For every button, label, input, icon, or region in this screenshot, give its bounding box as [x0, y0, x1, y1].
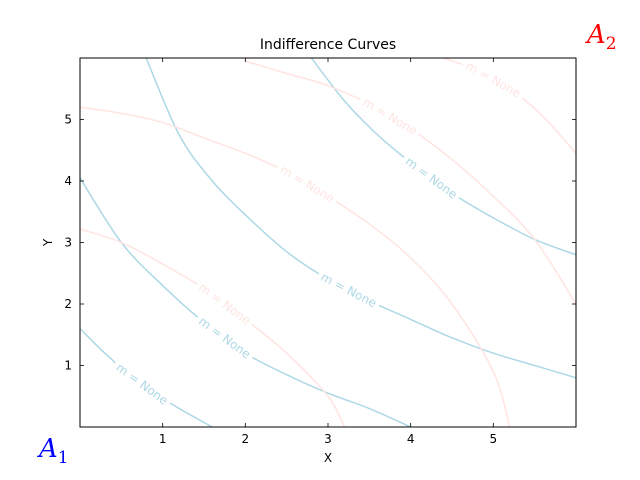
curve-label-gap	[109, 357, 175, 411]
x-tick-label: 4	[407, 432, 415, 446]
curve-label: m = None	[360, 95, 419, 138]
curve-label-gap	[399, 151, 464, 205]
curve-label-gap	[314, 267, 383, 313]
curve-label: m = None	[403, 154, 460, 201]
y-tick-label: 4	[64, 174, 72, 188]
ticks-group: 1 2 3 4 5 1 2 3 4 5	[64, 58, 576, 446]
x-axis-label: X	[324, 451, 332, 465]
agent-label-a2: A2	[585, 20, 617, 54]
y-axis-label: Y	[41, 238, 55, 247]
agent-labels: A1 A2	[37, 20, 617, 468]
curves-group: m = None m = None m = None m = None m = None…	[80, 58, 576, 427]
curve-label: m = None	[463, 59, 523, 101]
curve-label-gap	[274, 159, 341, 209]
x-tick-label: 2	[242, 432, 250, 446]
x-tick-label: 5	[490, 432, 498, 446]
indifference-curve-a1-4	[310, 58, 576, 256]
agent-subscript: 1	[58, 448, 69, 468]
y-tick-label: 2	[64, 297, 72, 311]
plot-frame	[79, 57, 577, 428]
y-tick-label: 3	[64, 236, 72, 250]
curve-label-gap	[356, 92, 424, 141]
x-tick-label: 3	[324, 432, 332, 446]
curve-label-gap	[192, 311, 257, 365]
agent-label-a1: A1	[37, 434, 69, 468]
y-tick-label: 1	[64, 359, 72, 373]
indifference-curve-a2-8	[443, 58, 576, 154]
chart-title: Indifference Curves	[260, 37, 396, 53]
curve-label: m = None	[113, 360, 170, 407]
curve-label-gap	[192, 277, 257, 331]
curve-label: m = None	[319, 270, 379, 310]
curve-label-gap	[459, 58, 527, 104]
x-tick-label: 1	[159, 432, 167, 446]
agent-subscript: 2	[606, 34, 617, 54]
y-tick-label: 5	[64, 113, 72, 127]
curve-label: m = None	[278, 163, 337, 206]
